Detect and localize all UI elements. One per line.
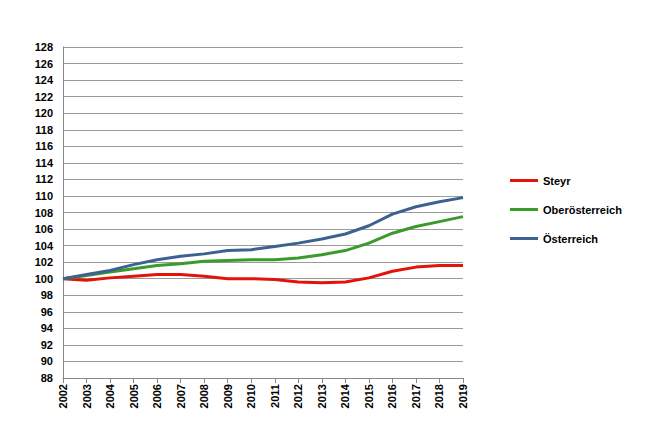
svg-text:2010: 2010: [245, 384, 257, 408]
svg-text:118: 118: [35, 124, 53, 136]
svg-text:102: 102: [35, 256, 53, 268]
svg-text:2012: 2012: [292, 384, 304, 408]
svg-text:120: 120: [35, 107, 53, 119]
svg-text:2003: 2003: [81, 384, 93, 408]
svg-text:2006: 2006: [151, 384, 163, 408]
svg-text:2002: 2002: [57, 384, 69, 408]
svg-text:112: 112: [35, 173, 53, 185]
svg-text:Oberösterreich: Oberösterreich: [543, 204, 622, 216]
svg-text:126: 126: [35, 58, 53, 70]
svg-text:2004: 2004: [104, 383, 116, 408]
svg-text:2013: 2013: [316, 384, 328, 408]
svg-text:98: 98: [41, 289, 53, 301]
svg-text:88: 88: [41, 372, 53, 384]
svg-text:Steyr: Steyr: [543, 175, 571, 187]
svg-text:114: 114: [35, 157, 54, 169]
svg-text:100: 100: [35, 273, 53, 285]
svg-text:2015: 2015: [363, 384, 375, 408]
svg-text:2019: 2019: [457, 384, 469, 408]
svg-text:122: 122: [35, 91, 53, 103]
svg-text:124: 124: [35, 74, 54, 86]
svg-text:92: 92: [41, 339, 53, 351]
svg-text:2005: 2005: [128, 384, 140, 408]
svg-text:2014: 2014: [339, 383, 351, 408]
svg-text:116: 116: [35, 140, 53, 152]
svg-text:2009: 2009: [222, 384, 234, 408]
svg-text:Österreich: Österreich: [543, 233, 598, 245]
svg-text:96: 96: [41, 306, 53, 318]
svg-text:94: 94: [41, 322, 54, 334]
svg-text:110: 110: [35, 190, 53, 202]
svg-text:2007: 2007: [175, 384, 187, 408]
svg-text:128: 128: [35, 41, 53, 53]
svg-text:104: 104: [35, 240, 54, 252]
svg-text:2016: 2016: [386, 384, 398, 408]
svg-text:108: 108: [35, 207, 53, 219]
svg-text:106: 106: [35, 223, 53, 235]
svg-text:90: 90: [41, 355, 53, 367]
svg-text:2011: 2011: [269, 384, 281, 408]
svg-text:2017: 2017: [410, 384, 422, 408]
svg-text:2008: 2008: [198, 384, 210, 408]
svg-text:2018: 2018: [433, 384, 445, 408]
